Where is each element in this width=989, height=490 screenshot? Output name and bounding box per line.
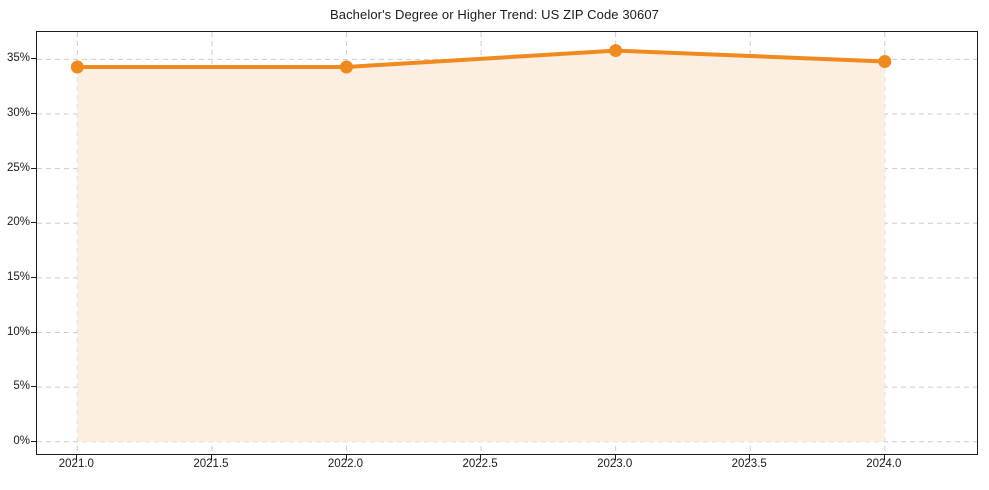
y-axis-tick-mark xyxy=(31,222,36,224)
y-axis-tick-mark xyxy=(31,276,36,278)
x-axis-tick-label: 2022.0 xyxy=(327,458,364,470)
y-axis-tick-mark xyxy=(31,440,36,442)
y-axis-tick-label: 20% xyxy=(6,216,30,229)
plot-inner xyxy=(37,32,977,454)
y-axis-tick-mark xyxy=(31,112,36,114)
y-axis-tick-mark xyxy=(31,167,36,169)
data-point-marker[interactable] xyxy=(70,60,84,74)
y-axis-tick-marks xyxy=(0,31,36,455)
x-axis-tick-label: 2024.0 xyxy=(866,458,902,470)
chart-title: Bachelor's Degree or Higher Trend: US ZI… xyxy=(329,7,659,22)
y-axis-tick-mark xyxy=(31,58,36,60)
x-axis-tick-label: 2021.0 xyxy=(58,458,94,470)
data-point-marker[interactable] xyxy=(878,55,892,69)
y-axis-tick-mark xyxy=(31,331,36,333)
x-axis-tick-label: 2021.5 xyxy=(193,458,229,470)
series-line xyxy=(75,48,887,69)
y-axis-tick-mark xyxy=(31,386,36,388)
y-axis-tick-label: 10% xyxy=(6,325,30,338)
x-axis-tick-labels: 2021.0 2021.5 2022.0 2022.5 2023.0 2023.5 2024… xyxy=(36,458,978,480)
series-area-line-markers xyxy=(70,44,892,442)
series-area-fill xyxy=(77,50,885,442)
data-point-marker[interactable] xyxy=(609,44,623,58)
y-axis-tick-label: 35% xyxy=(6,52,30,65)
y-axis-tick-label: 0% xyxy=(13,434,30,447)
y-axis-tick-labels: 0% 5% 10% 15% 20% 25% 30% 35% xyxy=(0,31,30,455)
x-axis-tick-label: 2022.5 xyxy=(462,458,498,470)
plot-area xyxy=(36,31,978,455)
y-axis-tick-label: 15% xyxy=(6,270,30,283)
x-axis-tick-label: 2023.0 xyxy=(597,458,633,470)
data-point-marker[interactable] xyxy=(340,60,354,74)
y-axis-tick-label: 5% xyxy=(13,380,30,393)
y-axis-tick-label: 25% xyxy=(6,161,30,174)
x-axis-tick-label: 2023.5 xyxy=(731,458,767,470)
y-axis-tick-label: 30% xyxy=(6,106,30,119)
